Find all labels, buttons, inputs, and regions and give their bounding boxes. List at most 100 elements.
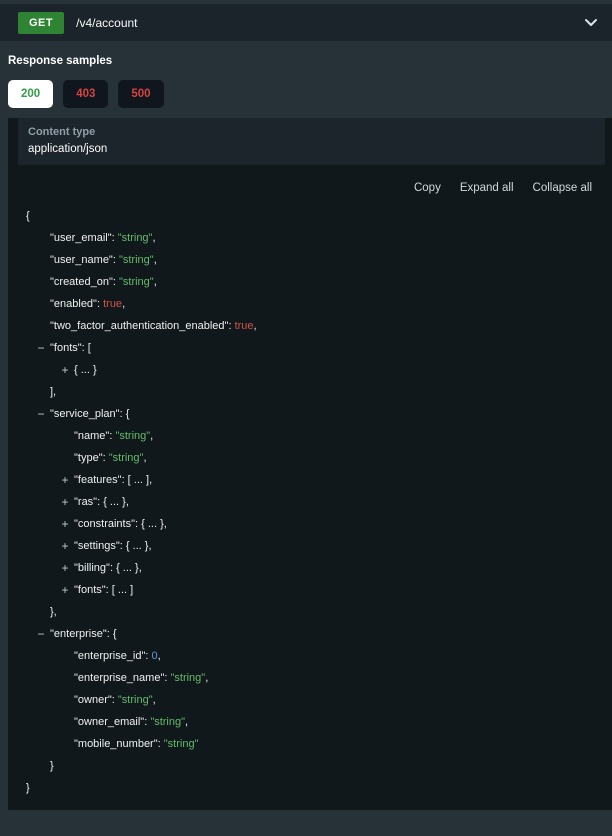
- json-token-str: "string": [170, 672, 206, 684]
- json-token-punct: ,: [153, 276, 157, 288]
- json-line: "owner": "string",: [8, 689, 612, 711]
- expand-toggle-icon[interactable]: +: [61, 473, 69, 487]
- json-token-key: "two_factor_authentication_enabled": [50, 320, 229, 332]
- json-line: + "billing": { ... },: [8, 557, 612, 579]
- json-token-punct: : { ... },: [119, 540, 152, 552]
- json-token-punct: :: [102, 452, 109, 464]
- json-token-key: "user_email": [50, 232, 112, 244]
- response-tab-500[interactable]: 500: [118, 80, 164, 108]
- json-token-key: "enterprise_name": [74, 672, 165, 684]
- json-token-punct: : { ... },: [135, 518, 167, 530]
- expand-toggle-icon[interactable]: +: [61, 561, 69, 575]
- json-token-key: "fonts": [74, 584, 106, 596]
- json-line: "mobile_number": "string": [8, 733, 612, 755]
- json-token-key: "user_name": [50, 254, 113, 266]
- json-line: "type": "string",: [8, 447, 612, 469]
- json-token-key: "created_on": [50, 276, 113, 288]
- json-token-punct: ,: [152, 694, 156, 706]
- json-token-punct: ,: [152, 232, 156, 244]
- json-token-punct: : [ ... ]: [105, 584, 134, 596]
- json-token-str: "string": [118, 254, 154, 266]
- response-tabs: 200 403 500: [8, 80, 612, 108]
- expand-toggle-icon[interactable]: +: [61, 495, 69, 509]
- json-token-punct: ,: [153, 254, 157, 266]
- json-token-punct: ],: [50, 386, 57, 398]
- json-line: + "ras": { ... },: [8, 491, 612, 513]
- json-token-key: "billing": [74, 562, 110, 574]
- expand-toggle-icon[interactable]: +: [61, 517, 69, 531]
- sample-actions: Copy Expand all Collapse all: [8, 165, 612, 200]
- endpoint-path: /v4/account: [76, 15, 138, 30]
- endpoint-dropdown[interactable]: GET /v4/account: [0, 4, 612, 41]
- json-line: "user_email": "string",: [8, 227, 612, 249]
- json-token-key: "service_plan": [50, 408, 120, 420]
- json-token-str: "string": [150, 716, 186, 728]
- json-token-key: "settings": [74, 540, 120, 552]
- json-line: "created_on": "string",: [8, 271, 612, 293]
- json-token-punct: ,: [157, 650, 161, 662]
- json-token-punct: : { ... },: [109, 562, 142, 574]
- json-token-key: "ras": [74, 496, 98, 508]
- json-line: "enterprise_name": "string",: [8, 667, 612, 689]
- collapse-toggle-icon[interactable]: −: [37, 407, 45, 421]
- json-token-bool: true: [103, 298, 123, 310]
- json-token-str: "string": [163, 738, 199, 750]
- copy-button[interactable]: Copy: [413, 182, 441, 194]
- json-line: ],: [8, 381, 612, 403]
- expand-toggle-icon[interactable]: +: [61, 583, 69, 597]
- json-token-punct: }: [26, 782, 30, 794]
- json-token-bool: true: [234, 320, 254, 332]
- response-tab-200[interactable]: 200: [8, 80, 54, 108]
- json-token-str: "string": [117, 232, 153, 244]
- json-token-num: 0: [151, 650, 158, 662]
- json-line: }: [8, 777, 612, 799]
- http-method-badge: GET: [18, 11, 65, 34]
- json-token-key: "enterprise": [50, 628, 107, 640]
- json-token-key: "type": [74, 452, 103, 464]
- json-token-str: "string": [118, 276, 154, 288]
- response-tab-403[interactable]: 403: [63, 80, 109, 108]
- json-line: − "fonts": [: [8, 337, 612, 359]
- json-token-punct: ,: [205, 672, 209, 684]
- json-token-punct: :: [112, 254, 119, 266]
- expand-toggle-icon[interactable]: +: [61, 539, 69, 553]
- json-token-punct: : { ... },: [97, 496, 129, 508]
- json-token-punct: ,: [150, 430, 154, 442]
- collapse-toggle-icon[interactable]: −: [37, 341, 45, 355]
- content-type-label: Content type: [28, 126, 96, 138]
- json-token-punct: ,: [253, 320, 257, 332]
- json-line: − "service_plan": {: [8, 403, 612, 425]
- json-line: "name": "string",: [8, 425, 612, 447]
- json-line: {: [8, 205, 612, 227]
- collapse-toggle-icon[interactable]: −: [37, 627, 45, 641]
- json-token-punct: :: [164, 672, 171, 684]
- json-token-key: "enabled": [50, 298, 97, 310]
- json-line: + "constraints": { ... },: [8, 513, 612, 535]
- json-token-str: "string": [115, 430, 151, 442]
- code-sample-panel: Content type application/json Copy Expan…: [8, 118, 612, 810]
- collapse-all-button[interactable]: Collapse all: [532, 182, 592, 194]
- json-token-key: "constraints": [74, 518, 135, 530]
- json-token-punct: : {: [106, 628, 117, 640]
- json-line: "enterprise_id": 0,: [8, 645, 612, 667]
- json-token-key: "fonts": [50, 342, 82, 354]
- json-token-punct: ,: [185, 716, 189, 728]
- json-line: "owner_email": "string",: [8, 711, 612, 733]
- json-token-punct: :: [96, 298, 104, 310]
- json-token-punct: }: [50, 760, 54, 772]
- json-line: },: [8, 601, 612, 623]
- chevron-down-icon[interactable]: [584, 18, 598, 27]
- json-line: + "settings": { ... },: [8, 535, 612, 557]
- json-tree: {"user_email": "string", "user_name": "st…: [8, 200, 612, 799]
- json-token-punct: },: [50, 606, 57, 618]
- expand-all-button[interactable]: Expand all: [459, 182, 514, 194]
- json-token-punct: :: [144, 716, 151, 728]
- content-type-dropdown[interactable]: Content type application/json: [18, 118, 605, 165]
- json-line: "two_factor_authentication_enabled": tru…: [8, 315, 612, 337]
- json-token-punct: ,: [143, 452, 147, 464]
- json-line: "user_name": "string",: [8, 249, 612, 271]
- json-token-key: "owner_email": [74, 716, 145, 728]
- response-samples-title: Response samples: [8, 55, 113, 67]
- expand-toggle-icon[interactable]: +: [61, 363, 69, 377]
- json-token-key: "features": [74, 474, 122, 486]
